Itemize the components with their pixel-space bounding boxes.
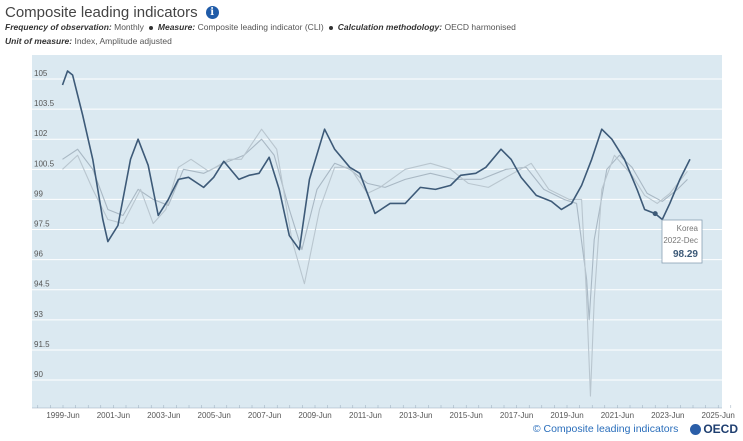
x-tick-label: 2009-Jun — [298, 411, 331, 420]
page-title: Composite leading indicators — [5, 4, 198, 21]
measure-value: Composite leading indicator (CLI) — [197, 22, 324, 32]
calc-label: Calculation methodology: — [337, 22, 443, 32]
title-bar: Composite leading indicators i — [5, 4, 219, 21]
oecd-logo: OECD — [690, 422, 738, 436]
x-tick-label: 2025-Jun — [702, 411, 735, 420]
y-tick-label: 91.5 — [34, 340, 50, 349]
tooltip-date: 2022-Dec — [663, 236, 698, 245]
freq-value: Monthly — [114, 22, 144, 32]
info-icon[interactable]: i — [205, 6, 219, 19]
source-link[interactable]: © Composite leading indicators — [532, 423, 679, 435]
x-tick-label: 2021-Jun — [601, 411, 634, 420]
x-tick-label: 2013-Jun — [399, 411, 432, 420]
y-tick-label: 93 — [34, 310, 43, 319]
source-label[interactable]: Composite leading indicators — [543, 423, 679, 435]
y-tick-label: 105 — [34, 69, 48, 78]
highlight-point[interactable] — [652, 211, 658, 217]
x-tick-label: 2019-Jun — [550, 411, 583, 420]
y-tick-label: 94.5 — [34, 280, 50, 289]
series-line-series-b[interactable] — [62, 128, 688, 397]
footer: © Composite leading indicators OECD — [533, 422, 738, 436]
measure-label: Measure: — [157, 22, 196, 32]
x-tick-label: 2015-Jun — [450, 411, 483, 420]
freq-label: Frequency of observation: — [5, 22, 112, 32]
y-tick-label: 102 — [34, 129, 48, 138]
x-tick-label: 2017-Jun — [500, 411, 533, 420]
y-tick-label: 100.5 — [34, 159, 55, 168]
calc-value: OECD harmonised — [444, 22, 516, 32]
oecd-logo-text: OECD — [703, 422, 738, 436]
metadata-line: Frequency of observation: Monthly Measure… — [5, 22, 516, 32]
series-line-korea[interactable] — [61, 70, 691, 251]
y-tick-label: 90 — [34, 370, 43, 379]
unit-line: Unit of measure: Index, Amplitude adjust… — [5, 36, 172, 46]
globe-icon — [690, 423, 702, 435]
tooltip-country: Korea — [677, 224, 699, 233]
bullet-icon — [148, 25, 153, 30]
plot-area — [32, 55, 722, 408]
tooltip: Korea 2022-Dec 98.29 — [661, 219, 703, 264]
x-tick-label: 2001-Jun — [97, 411, 130, 420]
x-tick-label: 2023-Jun — [651, 411, 684, 420]
x-tick-label: 2007-Jun — [248, 411, 281, 420]
bullet-icon — [328, 25, 333, 30]
x-tick-label: 1999-Jun — [46, 411, 79, 420]
unit-value: Index, Amplitude adjusted — [74, 36, 172, 46]
y-tick-label: 103.5 — [34, 99, 55, 108]
y-tick-label: 97.5 — [34, 220, 50, 229]
x-tick-label: 2005-Jun — [198, 411, 231, 420]
x-tick-label: 2003-Jun — [147, 411, 180, 420]
y-tick-label: 99 — [34, 189, 43, 198]
unit-label: Unit of measure: — [5, 36, 73, 46]
y-tick-label: 96 — [34, 250, 43, 259]
x-tick-label: 2011-Jun — [349, 411, 382, 420]
tooltip-value: 98.29 — [673, 249, 698, 260]
